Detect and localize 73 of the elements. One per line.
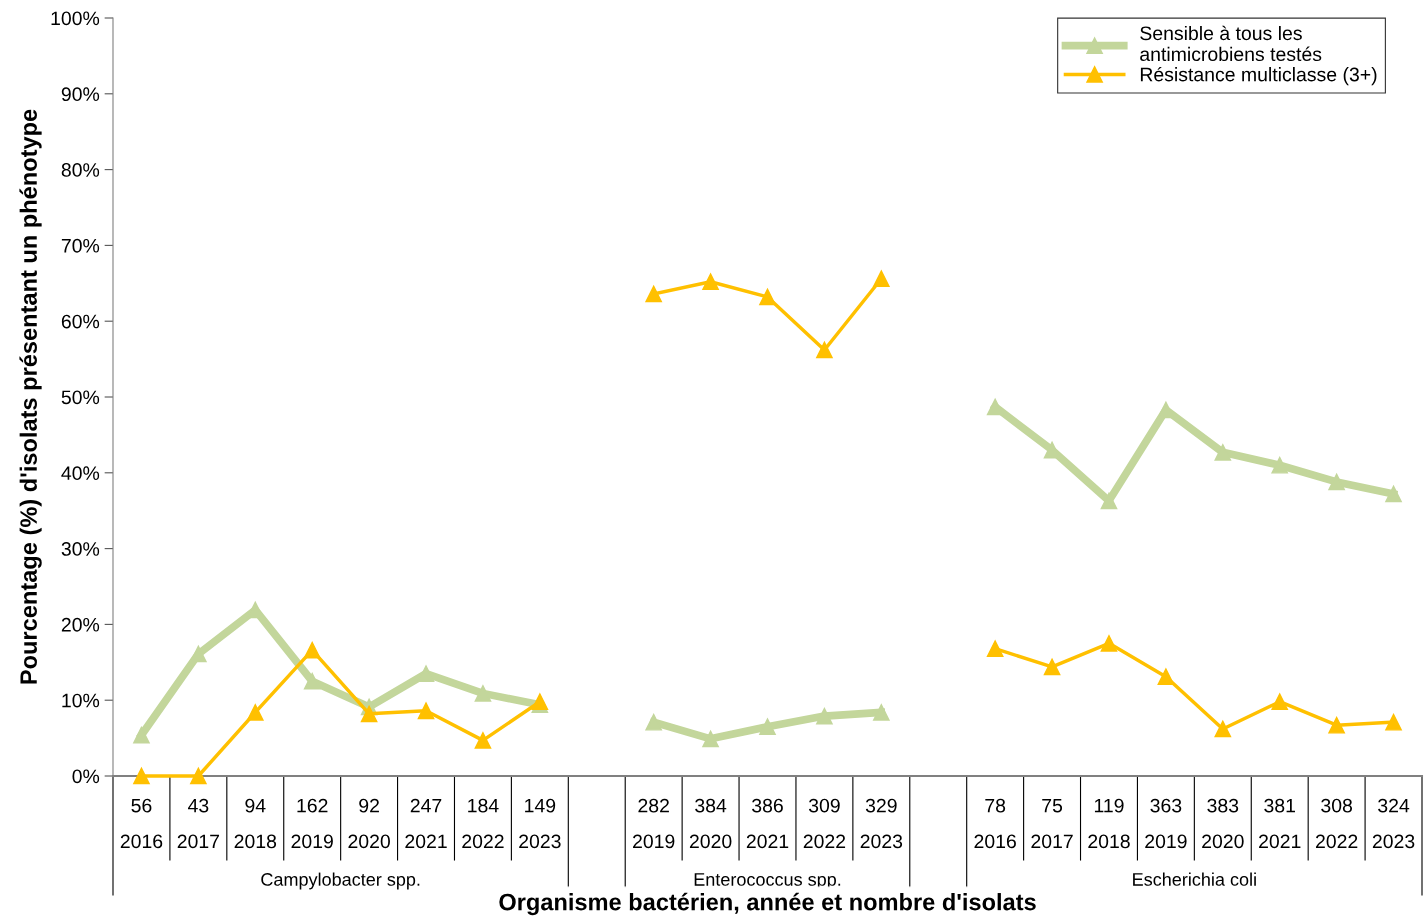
- y-tick-label: 80%: [61, 163, 100, 177]
- point: [1100, 635, 1118, 652]
- point: [759, 288, 776, 306]
- point: [1043, 658, 1061, 676]
- point: [1214, 443, 1232, 461]
- point: [702, 730, 719, 748]
- point: [133, 767, 150, 785]
- text: Campylobacter spp.: [261, 872, 420, 890]
- point: [872, 270, 890, 288]
- y-tick-label: 60%: [61, 314, 100, 329]
- x-axis-title: Organisme bactérien, année et nombre d'isolats: [499, 892, 1036, 916]
- y-tick-label: 40%: [61, 466, 100, 481]
- x-tick-label: 92 2020: [348, 798, 390, 849]
- point: [246, 703, 264, 721]
- x-tick-label: 75 2017: [1031, 798, 1073, 849]
- x-tick-label: 383 2020: [1202, 798, 1244, 849]
- point: [645, 285, 663, 303]
- y-tick-label: 100%: [51, 11, 100, 26]
- text: Escherichia coli: [1133, 872, 1256, 886]
- x-tick-label: 78 2016: [974, 798, 1016, 849]
- legend-label: Sensible à tous les antimicrobiens testés: [1140, 25, 1322, 62]
- point: [474, 732, 492, 749]
- x-tick-label: 282 2019: [633, 798, 675, 849]
- point: [759, 718, 776, 736]
- x-tick-label: 381 2021: [1259, 798, 1301, 849]
- point: [1385, 713, 1402, 731]
- y-tick-label: 0%: [72, 769, 100, 784]
- point: [1385, 485, 1402, 503]
- x-tick-label: 363 2019: [1145, 798, 1187, 849]
- point: [360, 705, 378, 723]
- x-tick-label: 329 2023: [860, 798, 903, 849]
- point: [1271, 456, 1289, 474]
- point: [303, 672, 321, 690]
- point: [1328, 473, 1345, 491]
- y-tick-label: 90%: [61, 87, 100, 102]
- x-tick-label: 384 2020: [689, 798, 732, 849]
- point: [702, 273, 719, 291]
- point: [816, 707, 833, 725]
- x-tick-label: 149 2023: [519, 798, 561, 849]
- y-tick-label: 20%: [61, 617, 100, 632]
- x-tick-label: 162 2019: [291, 798, 333, 849]
- point: [417, 665, 435, 683]
- point: [1100, 492, 1118, 510]
- y-tick-label: 30%: [61, 542, 100, 556]
- point: [303, 641, 321, 659]
- y-axis-title: Pourcentage (%) d'isolats présentant un phénotype: [19, 109, 42, 684]
- x-tick-label: 309 2022: [803, 798, 846, 849]
- x-tick-label: 56 2016: [120, 798, 163, 849]
- x-tick-label: 247 2021: [405, 798, 447, 849]
- y-tick-label: 10%: [62, 693, 100, 708]
- point: [1271, 693, 1289, 711]
- x-tick-label: 308 2022: [1315, 798, 1358, 849]
- x-tick-label: 184 2022: [462, 798, 504, 849]
- x-tick-label: 94 2018: [234, 798, 277, 849]
- point: [190, 767, 207, 785]
- text: Enterococcus spp.: [694, 873, 841, 890]
- x-tick-label: 324 2023: [1372, 798, 1415, 849]
- point: [986, 640, 1004, 657]
- point: [872, 703, 890, 721]
- point: [1328, 716, 1345, 734]
- x-tick-label: 43 2017: [177, 798, 220, 849]
- point: [1157, 668, 1175, 686]
- point: [417, 702, 435, 720]
- y-tick-label: 50%: [61, 390, 100, 405]
- point: [1214, 720, 1232, 738]
- y-tick-label: 70%: [61, 238, 100, 253]
- point: [133, 726, 150, 744]
- point: [645, 713, 663, 731]
- x-tick-label: 119 2018: [1088, 798, 1130, 849]
- x-tick-label: 386 2021: [746, 798, 789, 849]
- point: [816, 341, 833, 359]
- legend-label: Résistance multiclasse (3+): [1140, 66, 1377, 86]
- point: [474, 685, 492, 702]
